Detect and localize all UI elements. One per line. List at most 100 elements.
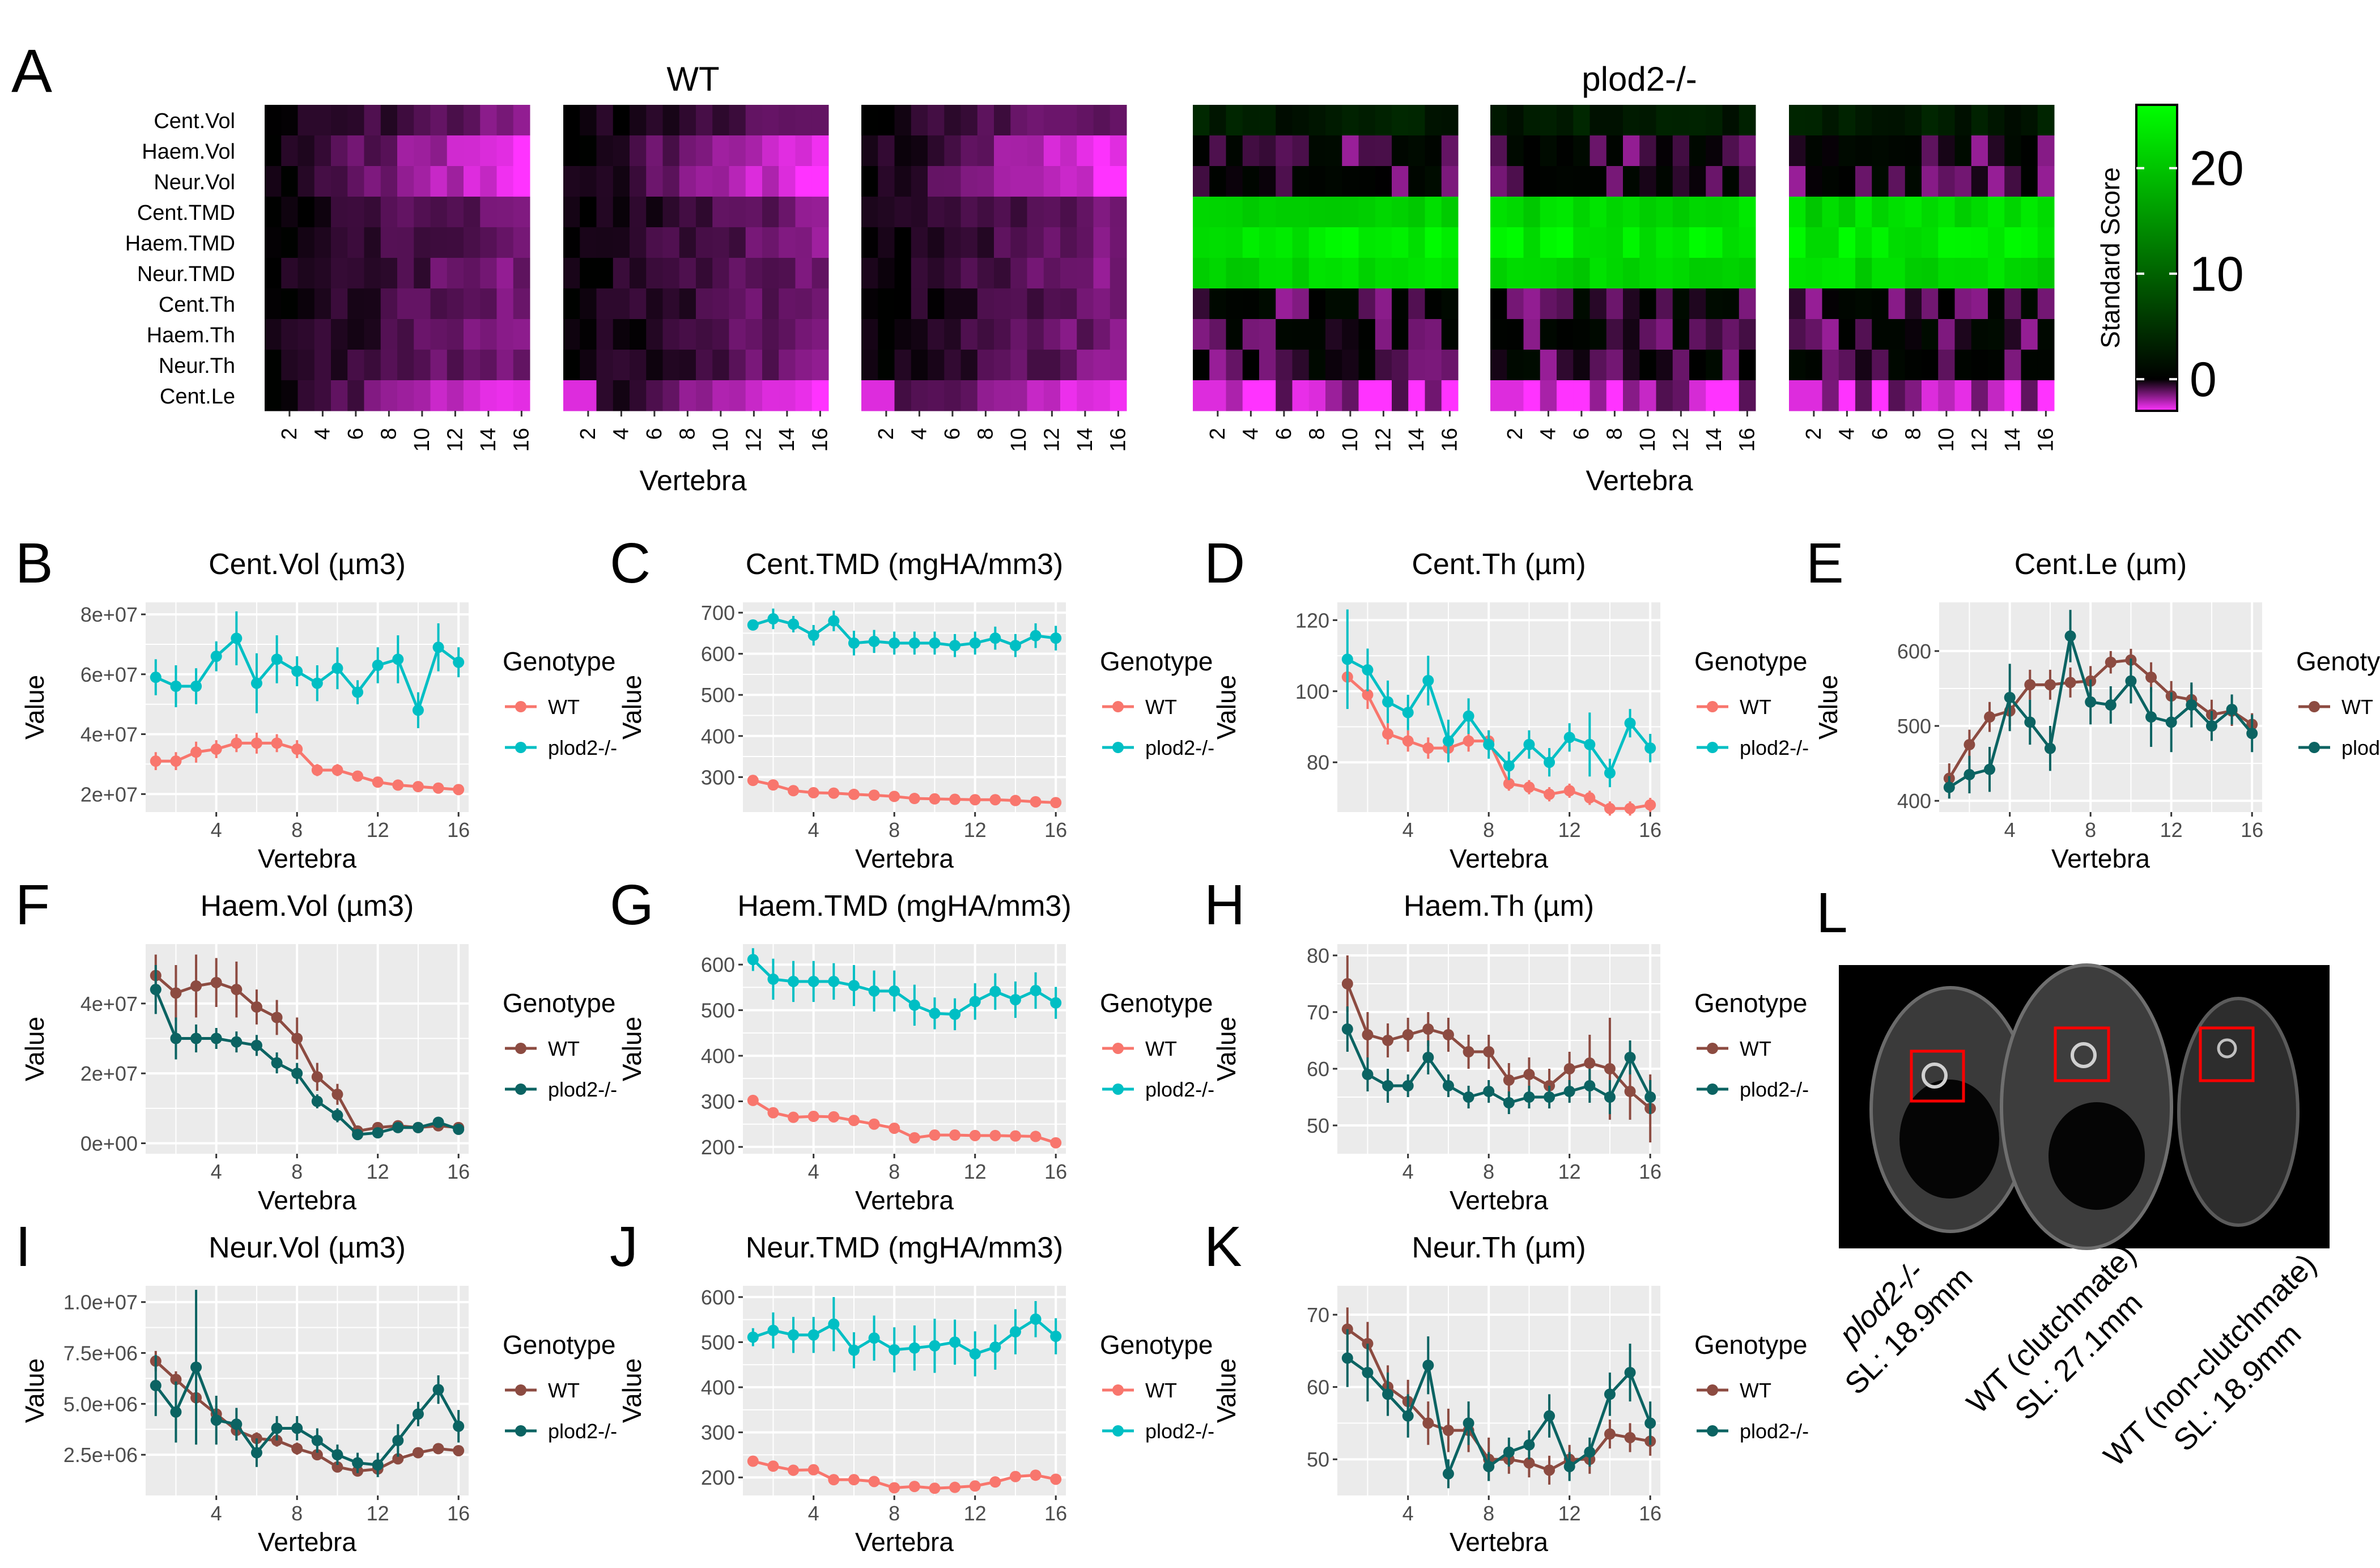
heatmap-cell bbox=[928, 288, 945, 320]
data-point bbox=[311, 1071, 323, 1083]
heatmap-cell bbox=[696, 380, 713, 411]
x-tick-label: 4 bbox=[1402, 1502, 1414, 1525]
heatmap-cell bbox=[1226, 350, 1243, 381]
heatmap-cell bbox=[1392, 197, 1409, 228]
heatmap-cell bbox=[1392, 319, 1409, 350]
data-point bbox=[747, 954, 759, 966]
data-point bbox=[432, 641, 444, 653]
data-point bbox=[989, 632, 1001, 644]
heatmap-cell bbox=[1656, 105, 1673, 136]
heatmap-x-tick-label: 8 bbox=[675, 428, 699, 440]
heatmap-cell bbox=[729, 227, 746, 258]
heatmap-cell bbox=[1557, 258, 1574, 289]
heatmap-cell bbox=[2037, 319, 2055, 350]
heatmap-cell bbox=[662, 380, 680, 411]
heatmap-cell bbox=[1292, 319, 1310, 350]
heatmap-cell bbox=[2021, 105, 2038, 136]
data-point bbox=[1503, 1446, 1515, 1458]
heatmap-cell bbox=[1342, 380, 1359, 411]
legend-label: WT bbox=[1740, 1379, 1771, 1402]
heatmap-cell bbox=[380, 166, 398, 197]
heatmap-cell bbox=[1043, 380, 1061, 411]
heatmap-cell bbox=[1010, 227, 1027, 258]
heatmap-cell bbox=[960, 319, 978, 350]
heatmap-cell bbox=[911, 288, 928, 320]
heatmap-cell bbox=[563, 166, 580, 197]
heatmap-cell bbox=[1259, 258, 1276, 289]
legend-label: plod2-/- bbox=[1740, 1420, 1809, 1443]
heatmap-cell bbox=[1855, 380, 1872, 411]
heatmap-cell bbox=[1408, 166, 1425, 197]
heatmap-cell bbox=[630, 166, 647, 197]
heatmap-cell bbox=[1838, 258, 1856, 289]
data-point bbox=[1442, 1029, 1454, 1040]
heatmap-cell bbox=[1259, 105, 1276, 136]
heatmap-cell bbox=[2037, 197, 2055, 228]
heatmap-cell bbox=[712, 258, 729, 289]
data-point bbox=[190, 1361, 202, 1373]
heatmap-cell bbox=[795, 135, 813, 167]
heatmap-cell bbox=[281, 166, 298, 197]
data-point bbox=[2044, 742, 2056, 754]
y-tick-label: 300 bbox=[701, 1090, 735, 1114]
series-wt bbox=[150, 732, 465, 796]
heatmap-cell bbox=[1938, 319, 1955, 350]
data-point bbox=[1009, 1130, 1021, 1142]
heatmap-cell bbox=[580, 350, 597, 381]
heatmap-cell bbox=[1988, 105, 2005, 136]
heatmap-cell bbox=[1060, 258, 1077, 289]
heatmap-cell bbox=[1292, 380, 1310, 411]
data-point bbox=[1422, 1023, 1434, 1035]
heatmap-cell bbox=[1590, 319, 1607, 350]
heatmap-cell bbox=[1425, 197, 1442, 228]
y-axis-label: Value bbox=[1813, 675, 1843, 740]
heatmap-cell bbox=[414, 105, 431, 136]
data-point bbox=[767, 1460, 779, 1472]
heatmap-cell bbox=[1425, 227, 1442, 258]
heatmap-cell bbox=[994, 105, 1011, 136]
series-line bbox=[155, 1360, 459, 1473]
heatmap-cell bbox=[911, 166, 928, 197]
heatmap-cell bbox=[1226, 105, 1243, 136]
roi-box-plod2 bbox=[1910, 1049, 1965, 1103]
heatmap-cell bbox=[347, 105, 364, 136]
heatmap-cell bbox=[1358, 135, 1376, 167]
x-tick-label: 16 bbox=[1639, 818, 1661, 842]
y-tick-label: 70 bbox=[1307, 1001, 1329, 1024]
legend-key-point bbox=[1707, 1425, 1718, 1437]
heatmap-cell bbox=[729, 166, 746, 197]
heatmap-cell bbox=[347, 227, 364, 258]
heatmap-cell bbox=[480, 166, 497, 197]
chart-title: Haem.Vol (µm3) bbox=[201, 890, 414, 923]
x-tick-label: 12 bbox=[964, 1502, 987, 1525]
heatmap-cell bbox=[1672, 380, 1690, 411]
heatmap-x-tick-label: 12 bbox=[742, 428, 766, 452]
heatmap-cell bbox=[878, 319, 895, 350]
heatmap-cell bbox=[894, 135, 912, 167]
y-tick-label: 60 bbox=[1307, 1057, 1329, 1081]
heatmap-cell bbox=[1077, 319, 1094, 350]
heatmap-x-tick-label: 14 bbox=[2001, 428, 2025, 452]
data-point bbox=[231, 737, 243, 749]
data-point bbox=[453, 1420, 465, 1432]
x-tick-label: 16 bbox=[447, 1502, 470, 1525]
roi-box-wt-clutchmate bbox=[2054, 1026, 2110, 1082]
heatmap-cell bbox=[1276, 258, 1293, 289]
data-point bbox=[788, 1329, 800, 1341]
heatmap-cell bbox=[1093, 258, 1111, 289]
heatmap-cell bbox=[1739, 227, 1756, 258]
heatmap-cell bbox=[1590, 380, 1607, 411]
heatmap-cell bbox=[1259, 380, 1276, 411]
data-point bbox=[929, 1008, 941, 1019]
centrum-plod2 bbox=[1922, 1063, 1948, 1089]
heatmap-cell bbox=[911, 135, 928, 167]
heatmap-cell bbox=[1590, 135, 1607, 167]
heatmap-cell bbox=[1639, 380, 1656, 411]
data-point bbox=[1009, 794, 1021, 806]
heatmap-cell bbox=[1623, 227, 1640, 258]
heatmap-cell bbox=[1027, 105, 1044, 136]
heatmap-cell bbox=[1093, 197, 1111, 228]
heatmap-cell bbox=[1954, 227, 1972, 258]
data-point bbox=[311, 677, 323, 689]
